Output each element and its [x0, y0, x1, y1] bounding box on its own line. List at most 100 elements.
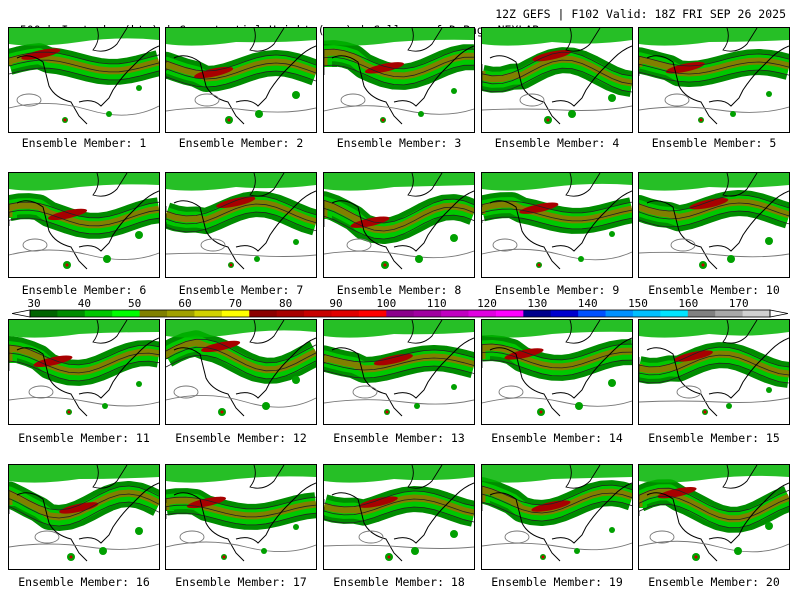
colorbar-frame — [29, 309, 771, 318]
colorbar-swatch — [468, 310, 497, 317]
valid-time: 12Z GEFS | F102 Valid: 18Z FRI SEP 26 20… — [495, 7, 786, 21]
colorbar-swatch — [221, 310, 250, 317]
colorbar-swatch — [632, 310, 661, 317]
colorbar-tick-label: 150 — [628, 297, 648, 310]
ensemble-member-label: Ensemble Member: 5 — [651, 136, 777, 150]
colorbar-swatch — [441, 310, 470, 317]
ensemble-map — [482, 465, 632, 562]
ensemble-panel — [638, 464, 790, 570]
ensemble-panel — [8, 319, 160, 425]
colorbar-swatch — [167, 310, 195, 317]
ensemble-map — [9, 465, 159, 562]
ensemble-panel — [8, 27, 160, 133]
ensemble-map — [9, 28, 159, 125]
ensemble-map — [166, 28, 316, 125]
ensemble-panel — [323, 27, 475, 133]
colorbar-swatch — [57, 310, 86, 317]
colorbar-tick-label: 160 — [678, 297, 698, 310]
ensemble-panel — [481, 319, 633, 425]
ensemble-panel — [481, 27, 633, 133]
isotach-colorbar: 30 40 50 60 70 80 90 100 110 120 130 140 150 160 170 — [12, 296, 788, 322]
ensemble-member-label: Ensemble Member: 2 — [178, 136, 304, 150]
ensemble-map — [482, 173, 632, 270]
ensemble-map — [639, 173, 789, 270]
ensemble-panel — [165, 319, 317, 425]
ensemble-map — [324, 173, 474, 270]
colorbar-swatch — [194, 310, 223, 317]
colorbar-tick-label: 120 — [477, 297, 497, 310]
colorbar-swatch — [550, 310, 579, 317]
ensemble-panel — [638, 172, 790, 278]
ensemble-member-label: Ensemble Member: 13 — [333, 431, 465, 445]
colorbar-swatch — [276, 310, 305, 317]
ensemble-member-label: Ensemble Member: 9 — [494, 283, 620, 297]
ensemble-map — [324, 320, 474, 417]
ensemble-member-label: Ensemble Member: 4 — [494, 136, 620, 150]
colorbar-swatch — [358, 310, 387, 317]
ensemble-member-label: Ensemble Member: 6 — [21, 283, 147, 297]
colorbar-swatch — [331, 310, 360, 317]
colorbar-tick-label: 40 — [78, 297, 91, 310]
ensemble-map — [482, 28, 632, 125]
colorbar-swatch — [386, 310, 415, 317]
colorbar-left-arrow — [12, 309, 31, 318]
colorbar-tick-label: 90 — [329, 297, 342, 310]
ensemble-member-label: Ensemble Member: 15 — [648, 431, 780, 445]
ensemble-panel — [638, 319, 790, 425]
ensemble-member-label: Ensemble Member: 8 — [336, 283, 462, 297]
ensemble-member-label: Ensemble Member: 10 — [648, 283, 780, 297]
ensemble-member-label: Ensemble Member: 16 — [18, 575, 150, 589]
colorbar-tick-label: 50 — [128, 297, 141, 310]
colorbar-tick-label: 60 — [178, 297, 191, 310]
colorbar-swatch — [715, 310, 744, 317]
ensemble-map — [166, 320, 316, 417]
ensemble-member-label: Ensemble Member: 20 — [648, 575, 780, 589]
ensemble-panel — [8, 172, 160, 278]
colorbar-swatch — [578, 310, 607, 317]
ensemble-panel — [165, 27, 317, 133]
colorbar-swatch — [30, 310, 58, 317]
ensemble-map — [639, 320, 789, 417]
colorbar-svg: 30 40 50 60 70 80 90 100 110 120 130 140 150 160 170 — [12, 297, 788, 318]
ensemble-member-label: Ensemble Member: 17 — [175, 575, 307, 589]
colorbar-tick-label: 70 — [229, 297, 242, 310]
ensemble-map — [166, 465, 316, 562]
ensemble-member-label: Ensemble Member: 14 — [491, 431, 623, 445]
ensemble-panel — [638, 27, 790, 133]
ensemble-map — [9, 320, 159, 417]
ensemble-map — [166, 173, 316, 270]
colorbar-swatch — [523, 310, 552, 317]
ensemble-panel — [165, 172, 317, 278]
ensemble-panel — [165, 464, 317, 570]
ensemble-panel — [323, 464, 475, 570]
colorbar-swatch — [687, 310, 716, 317]
ensemble-member-label: Ensemble Member: 7 — [178, 283, 304, 297]
ensemble-member-label: Ensemble Member: 11 — [18, 431, 150, 445]
colorbar-swatch — [495, 310, 524, 317]
colorbar-tick-label: 80 — [279, 297, 292, 310]
ensemble-panel — [481, 172, 633, 278]
ensemble-map — [9, 173, 159, 270]
colorbar-tick-label: 170 — [729, 297, 749, 310]
ensemble-member-label: Ensemble Member: 1 — [21, 136, 147, 150]
colorbar-swatch — [139, 310, 168, 317]
colorbar-swatch — [249, 310, 278, 317]
ensemble-member-label: Ensemble Member: 12 — [175, 431, 307, 445]
colorbar-swatch — [304, 310, 332, 317]
colorbar-swatch — [84, 310, 113, 317]
colorbar-tick-label: 100 — [376, 297, 396, 310]
ensemble-member-label: Ensemble Member: 18 — [333, 575, 465, 589]
ensemble-map — [639, 465, 789, 562]
ensemble-map — [482, 320, 632, 417]
colorbar-swatch — [742, 310, 771, 317]
ensemble-map — [324, 465, 474, 562]
ensemble-panel — [323, 319, 475, 425]
map-header: 500mb Isotachs (kts) | Geopotential Heig… — [6, 6, 796, 37]
colorbar-tick-label: 30 — [27, 297, 40, 310]
colorbar-swatch — [660, 310, 689, 317]
ensemble-member-label: Ensemble Member: 3 — [336, 136, 462, 150]
colorbar-tick-label: 130 — [527, 297, 547, 310]
colorbar-right-arrow — [769, 309, 788, 318]
ensemble-map — [639, 28, 789, 125]
colorbar-swatch — [413, 310, 442, 317]
